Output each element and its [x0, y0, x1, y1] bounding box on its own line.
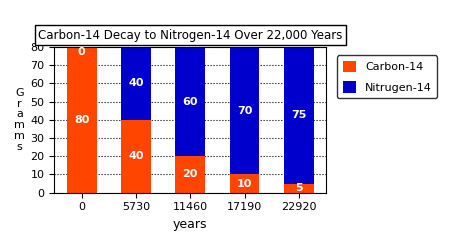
Bar	[67, 47, 96, 193]
Legend: Carbon-14, Nitrugen-14: Carbon-14, Nitrugen-14	[337, 55, 437, 98]
Bar	[121, 47, 151, 120]
Bar	[284, 47, 314, 184]
Text: 70: 70	[237, 106, 252, 116]
Text: 40: 40	[128, 151, 144, 161]
Text: 75: 75	[291, 110, 307, 120]
Bar	[230, 47, 260, 174]
Title: Carbon-14 Decay to Nitrogen-14 Over 22,000 Years: Carbon-14 Decay to Nitrogen-14 Over 22,0…	[38, 29, 342, 42]
X-axis label: years: years	[173, 218, 207, 231]
Bar	[230, 174, 260, 193]
Bar	[175, 47, 205, 156]
Bar	[175, 156, 205, 193]
Y-axis label: G
r
a
m
m
s: G r a m m s	[14, 88, 25, 152]
Bar	[121, 120, 151, 193]
Bar	[284, 184, 314, 193]
Text: 5: 5	[295, 183, 303, 193]
Text: 10: 10	[237, 179, 252, 189]
Text: 20: 20	[183, 169, 198, 180]
Text: 60: 60	[183, 97, 198, 107]
Text: 0: 0	[78, 47, 86, 58]
Text: 40: 40	[128, 78, 144, 88]
Text: 80: 80	[74, 115, 89, 125]
